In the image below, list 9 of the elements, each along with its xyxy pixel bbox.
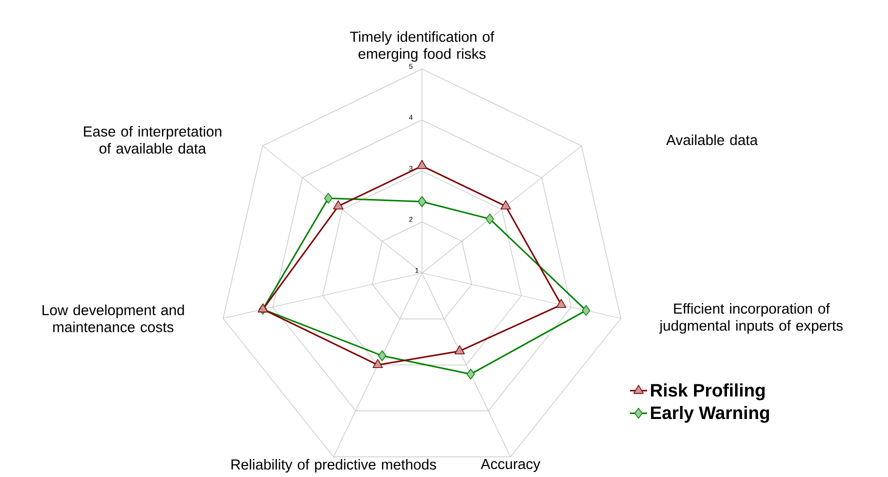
- spoke-label: Efficient incorporation of judgmental inputs of experts: [659, 303, 843, 334]
- spoke-label: Low development and maintenance costs: [42, 304, 184, 332]
- spoke-label: Reliability of predictive methods: [232, 459, 436, 473]
- legend-label: Early Warning: [651, 406, 769, 423]
- spoke-label: Available data: [666, 134, 758, 146]
- legend-label: Risk Profiling: [651, 383, 765, 400]
- spoke-label: Ease of interpretation of available data: [84, 126, 222, 154]
- spoke-label: Timely identification of emerging food risks: [350, 31, 494, 62]
- spoke-label: Accuracy: [480, 459, 540, 472]
